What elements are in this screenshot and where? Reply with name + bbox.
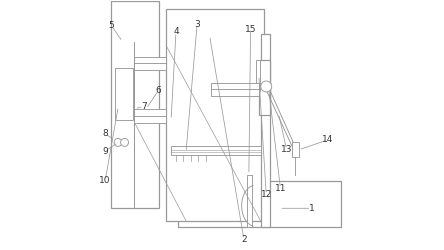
- Text: 15: 15: [245, 25, 256, 34]
- Text: 7: 7: [141, 102, 147, 111]
- Text: 4: 4: [173, 27, 179, 36]
- Text: 8: 8: [102, 129, 108, 138]
- Text: 5: 5: [108, 21, 114, 30]
- Circle shape: [121, 138, 128, 146]
- Bar: [247, 175, 252, 227]
- Text: 10: 10: [99, 176, 111, 186]
- Text: 2: 2: [241, 235, 247, 244]
- Text: 13: 13: [281, 145, 293, 154]
- Bar: [135, 109, 166, 122]
- Text: 12: 12: [261, 190, 272, 199]
- Bar: [178, 181, 341, 227]
- Bar: [261, 34, 270, 227]
- Bar: [211, 83, 259, 96]
- Bar: [115, 68, 133, 120]
- Text: 1: 1: [309, 204, 314, 213]
- Bar: [135, 57, 166, 70]
- Bar: [166, 10, 264, 221]
- Text: 11: 11: [275, 184, 286, 193]
- Text: 3: 3: [194, 20, 200, 29]
- Bar: [111, 1, 159, 208]
- Circle shape: [114, 138, 122, 146]
- Bar: [171, 146, 261, 155]
- Text: 9: 9: [102, 146, 108, 156]
- Bar: [292, 142, 298, 157]
- Bar: [256, 60, 260, 92]
- Text: 14: 14: [322, 136, 333, 144]
- Bar: [259, 60, 270, 115]
- Text: 6: 6: [156, 86, 162, 95]
- Circle shape: [261, 81, 272, 92]
